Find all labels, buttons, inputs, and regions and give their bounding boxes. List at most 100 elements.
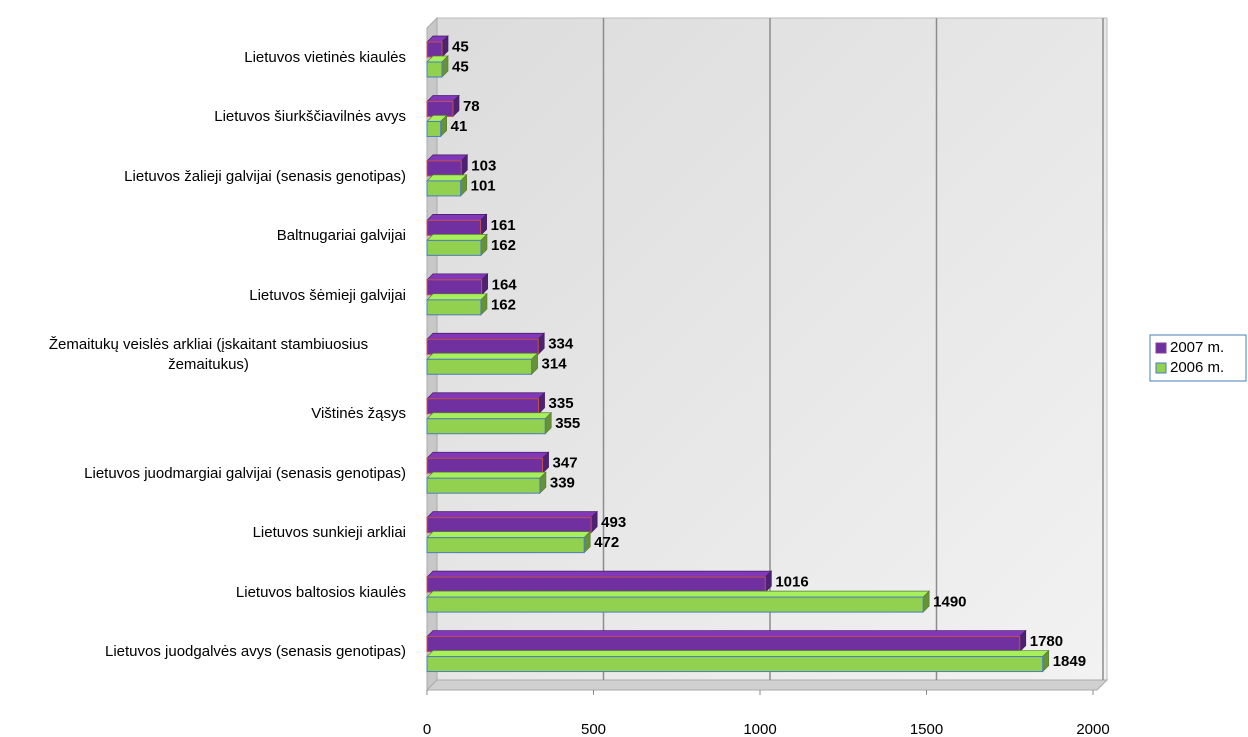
value-label: 103 [471,157,496,174]
bar [426,352,539,376]
bar-top [426,531,592,538]
category-label: Lietuvos juodgalvės avys (senasis genoti… [104,643,406,661]
bar [426,510,599,534]
x-tick-label: 0 [423,721,431,737]
bar-front [426,180,462,197]
category-label-box: Lietuvos baltosios kiaulės [6,563,406,622]
x-tick-label: 500 [581,721,606,737]
bar-top [426,273,489,281]
category-label: Lietuvos šiurkščiavilnės avys [214,108,406,126]
bar-top [426,630,1027,637]
bar-top [426,352,539,360]
value-label: 335 [549,395,574,412]
bar [426,174,468,197]
bar [426,55,449,78]
bar-top [426,234,488,241]
category-label: Lietuvos sunkieji arkliai [252,524,406,542]
bar-top [426,451,550,459]
bar-top [426,332,546,340]
bar-front [426,398,540,415]
category-label: Lietuvos žalieji galvijai (senasis genot… [124,167,406,185]
value-label: 162 [491,237,516,254]
category-label-box: Lietuvos šiurkščiavilnės avys [6,87,406,146]
bar-top [426,412,553,420]
category-label: Lietuvos juodmargiai galvijai (senasis g… [84,464,406,482]
bar-front [426,656,1044,673]
value-label: 161 [491,217,516,234]
x-tick-label: 1500 [910,721,943,737]
category-label: Lietuvos vietinės kiaulės [244,48,406,66]
bar-front [426,100,454,117]
value-label: 314 [542,356,568,373]
bar-top [426,214,488,221]
category-label-box: Lietuvos žalieji galvijai (senasis genot… [6,147,406,206]
value-label: 355 [555,415,580,432]
bar [426,114,448,138]
bar-front [426,239,482,256]
category-label-box: Lietuvos sunkieji arkliai [6,504,406,563]
value-label: 101 [471,177,496,194]
value-label: 45 [452,38,469,55]
bar-front [426,61,443,78]
value-label: 493 [601,514,626,531]
value-label: 1016 [775,574,808,591]
value-label: 45 [452,58,469,75]
bar-front [426,457,544,474]
category-label-box: Žemaitukų veislės arkliai (įskaitant sta… [6,325,406,384]
bar-top [426,650,1050,657]
x-tick-label: 1000 [743,721,776,737]
value-label: 164 [492,276,518,293]
value-label: 334 [548,336,574,353]
bar-front [426,279,483,296]
bar-front [426,477,541,494]
bar [426,471,547,495]
category-label-box: Lietuvos šėmieji galvijai [6,266,406,325]
bar [426,233,488,257]
bar [426,213,488,237]
bar-front [426,41,443,58]
x-tick-label: 2000 [1076,721,1109,737]
value-label: 347 [553,455,578,472]
category-label: Lietuvos baltosios kiaulės [235,583,406,601]
value-label: 1490 [933,594,966,611]
value-label: 41 [451,118,468,135]
bar [426,590,931,613]
bar-front [426,338,539,355]
bar-top [426,392,546,400]
bar [426,154,469,177]
bar [426,649,1050,673]
bar-front [426,299,482,316]
bar [426,391,546,415]
bar [426,451,550,475]
category-label: Vištinės žąsys [311,405,406,423]
category-label: Lietuvos šėmieji galvijai [249,286,406,304]
bar [426,94,460,118]
category-label-box: Vištinės žąsys [6,385,406,444]
category-label-box: Lietuvos juodmargiai galvijai (senasis g… [6,444,406,503]
category-label-box: Baltnugariai galvijai [6,206,406,265]
bar-top [426,570,773,578]
bar-front [426,636,1021,653]
category-label: Žemaitukų veislės arkliai (įskaitant sta… [48,335,369,373]
legend-label: 2006 m. [1170,359,1224,376]
category-label: Baltnugariai galvijai [276,227,406,245]
value-label: 162 [491,296,516,313]
bar [426,411,553,435]
bar-front [426,358,533,375]
bar [426,530,592,554]
bar-top [426,174,468,182]
value-label: 1780 [1030,633,1063,650]
bar [426,629,1027,653]
bar [426,332,546,356]
bar-front [426,120,442,137]
bar-front [426,517,592,534]
bar-front [426,219,482,236]
bar-front [426,576,766,593]
legend-label: 2007 m. [1170,339,1224,356]
bar-front [426,537,585,554]
bar-front [426,160,462,177]
bar [426,292,488,316]
bar-top [426,293,488,301]
